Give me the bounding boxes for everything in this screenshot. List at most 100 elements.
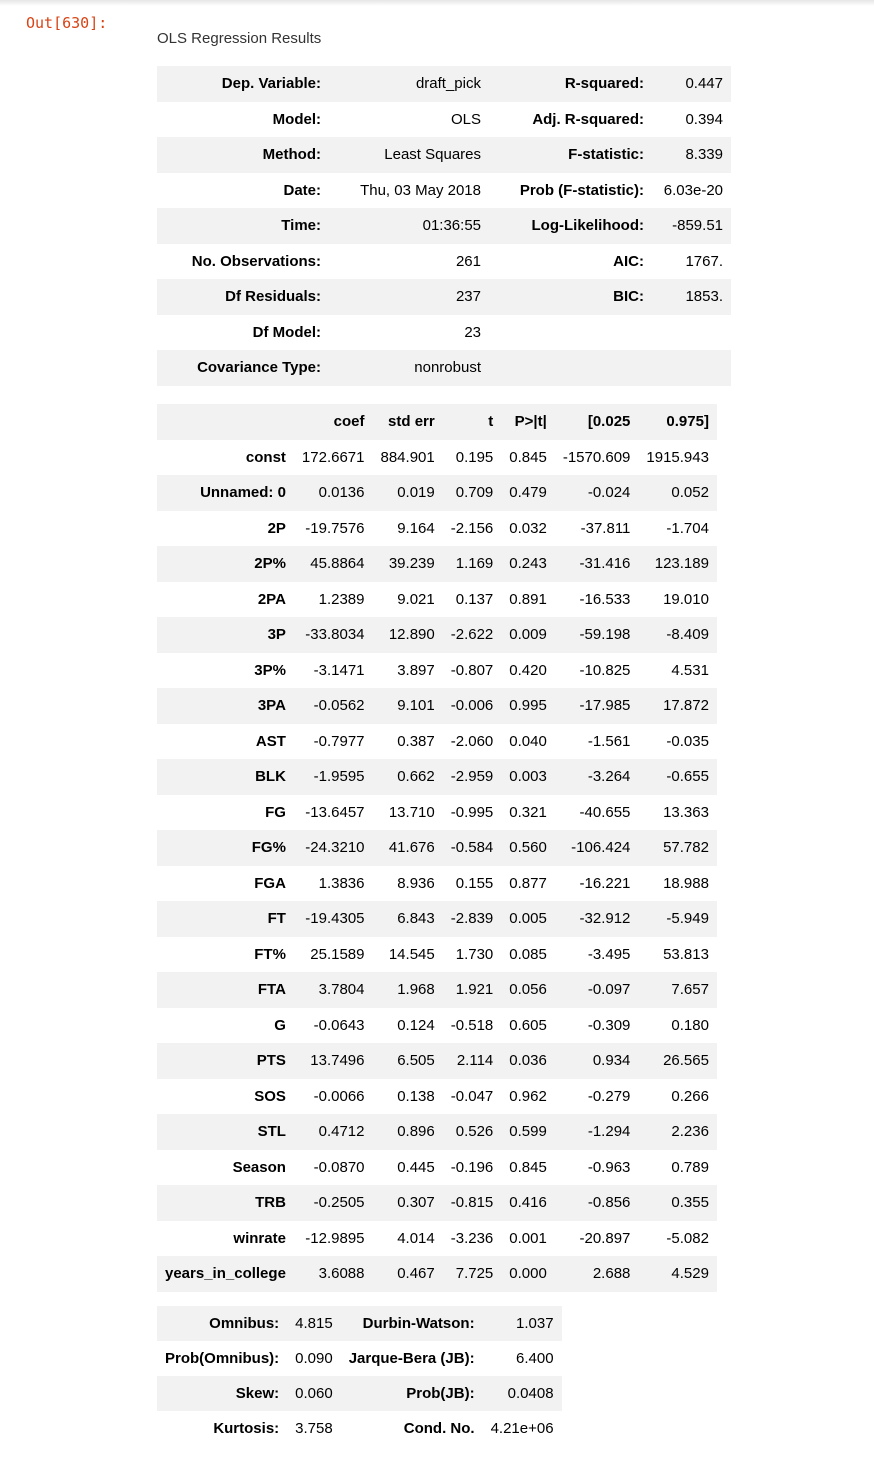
row-value: 4.014	[397, 1229, 435, 1247]
coefficient-row: BLK -1.9595 0.662 -2.959 0.003 -3.264 -0.655	[157, 759, 717, 795]
row-label: STL	[157, 1114, 294, 1150]
row-label: Skew:	[157, 1376, 288, 1411]
row-value: -19.4305	[293, 901, 373, 937]
row-value: -1570.609	[562, 448, 631, 466]
row-value: 0.662	[372, 759, 443, 795]
row-value: 4.531	[671, 661, 709, 679]
coefficient-row: 3P% -3.1471 3.897 -0.807 0.420 -10.825 4.531	[157, 653, 717, 689]
row-value: -0.995	[450, 803, 494, 821]
row-value: 26.565	[638, 1043, 717, 1079]
row-label: Kurtosis:	[213, 1420, 280, 1437]
row-value: -31.416	[554, 546, 639, 582]
row-value: 0.934	[554, 1043, 639, 1079]
row-value: 0.000	[501, 1256, 555, 1292]
row-value: 8.936	[397, 874, 435, 892]
row-value: 237	[329, 279, 489, 315]
row-label: F-statistic:	[489, 137, 652, 173]
row-value: 1.968	[372, 972, 443, 1008]
column-header	[157, 404, 294, 440]
row-label: PTS	[157, 1043, 294, 1079]
row-label: FG%	[157, 830, 294, 866]
row-value: -1.294	[554, 1114, 639, 1150]
row-value: 13.7496	[293, 1043, 373, 1079]
row-value: 0.896	[372, 1114, 443, 1150]
summary-row: Method: Least Squares F-statistic: 8.339	[157, 137, 731, 173]
row-value: -37.811	[580, 519, 631, 537]
coefficient-row: 3P -33.8034 12.890 -2.622 0.009 -59.198 -8.409	[157, 617, 717, 653]
diagnostic-row: Kurtosis: 3.758 Cond. No. 4.21e+06	[157, 1411, 562, 1446]
row-value: 7.725	[442, 1256, 502, 1292]
row-value: -3.236	[450, 1229, 494, 1247]
row-label: Prob(JB):	[340, 1376, 483, 1411]
summary-row: Time: 01:36:55 Log-Likelihood: -859.51	[157, 208, 731, 244]
row-value: -3.264	[554, 759, 639, 795]
row-value: 14.545	[388, 945, 435, 963]
coefficient-row: const 172.6671 884.901 0.195 0.845 -1570.609 1…	[157, 440, 717, 476]
row-value: 0.416	[501, 1185, 555, 1221]
row-label: Adj. R-squared:	[532, 110, 644, 128]
row-value: -19.7576	[305, 519, 365, 537]
row-value: 0.005	[501, 901, 555, 937]
column-header: 0.975]	[638, 404, 717, 440]
row-label: BLK	[157, 759, 294, 795]
column-header: [0.025	[554, 404, 639, 440]
row-value: Thu, 03 May 2018	[360, 181, 481, 199]
row-label: winrate	[233, 1229, 286, 1247]
coefficient-row: PTS 13.7496 6.505 2.114 0.036 0.934 26.565	[157, 1043, 717, 1079]
coefficient-row: AST -0.7977 0.387 -2.060 0.040 -1.561 -0.035	[157, 724, 717, 760]
summary-row: Date: Thu, 03 May 2018 Prob (F-statistic):…	[157, 173, 731, 209]
coefficient-row: FGA 1.3836 8.936 0.155 0.877 -16.221 18.988	[157, 866, 717, 902]
row-value: 3.758	[295, 1420, 333, 1437]
row-label: FT	[157, 901, 294, 937]
row-value: 1.037	[482, 1306, 562, 1341]
row-value: -0.309	[587, 1016, 631, 1034]
row-label: Season	[232, 1158, 286, 1176]
row-label: No. Observations:	[191, 252, 321, 270]
row-label: R-squared:	[489, 66, 652, 102]
row-value: 0.845	[509, 1158, 547, 1176]
row-value: 0.032	[509, 519, 547, 537]
row-value: -59.198	[554, 617, 639, 653]
row-label: 3P	[157, 617, 294, 653]
coefficient-row: STL 0.4712 0.896 0.526 0.599 -1.294 2.236	[157, 1114, 717, 1150]
row-value: 0.019	[372, 475, 443, 511]
row-value: 0.009	[501, 617, 555, 653]
row-value: 0.467	[372, 1256, 443, 1292]
row-value: -16.533	[579, 590, 631, 608]
row-label	[489, 350, 652, 386]
row-label: Df Residuals:	[157, 279, 329, 315]
row-value: 6.505	[372, 1043, 443, 1079]
row-value: 19.010	[663, 590, 709, 608]
diagnostics-table: Omnibus: 4.815 Durbin-Watson: 1.037 Prob(Omn…	[157, 1306, 562, 1446]
summary-row: Model: OLS Adj. R-squared: 0.394	[157, 102, 731, 138]
row-value: 0.036	[501, 1043, 555, 1079]
row-value: 01:36:55	[329, 208, 489, 244]
table-caption: OLS Regression Results	[157, 30, 322, 47]
row-value: 0.4712	[293, 1114, 373, 1150]
row-value: -33.8034	[293, 617, 373, 653]
summary-row: Dep. Variable: draft_pick R-squared: 0.447	[157, 66, 731, 102]
output-prompt: Out[630]:	[26, 14, 108, 32]
row-value: 172.6671	[301, 448, 365, 466]
row-label: FT%	[254, 945, 286, 963]
coefficient-row: 3PA -0.0562 9.101 -0.006 0.995 -17.985 17.872	[157, 688, 717, 724]
row-value: 0.090	[295, 1350, 333, 1367]
row-value: -0.655	[638, 759, 717, 795]
row-label: FG	[265, 803, 286, 821]
coefficient-row: Unnamed: 0 0.0136 0.019 0.709 0.479 -0.024 0.0…	[157, 475, 717, 511]
row-value: -2.839	[442, 901, 502, 937]
row-label: Time:	[157, 208, 329, 244]
row-value: 1.2389	[318, 590, 365, 608]
row-label: 3P%	[254, 661, 286, 679]
row-value: 41.676	[372, 830, 443, 866]
row-label: BIC:	[489, 279, 652, 315]
coefficient-row: winrate -12.9895 4.014 -3.236 0.001 -20.897 -5…	[157, 1221, 717, 1257]
row-label: 2PA	[257, 590, 286, 608]
row-label: 2P%	[157, 546, 294, 582]
row-value: 0.266	[671, 1087, 709, 1105]
row-value: 1.169	[442, 546, 502, 582]
row-value: -1.9595	[293, 759, 373, 795]
row-value: -1.704	[666, 519, 709, 537]
row-value: -5.082	[666, 1229, 709, 1247]
row-label: Jarque-Bera (JB):	[348, 1350, 475, 1367]
